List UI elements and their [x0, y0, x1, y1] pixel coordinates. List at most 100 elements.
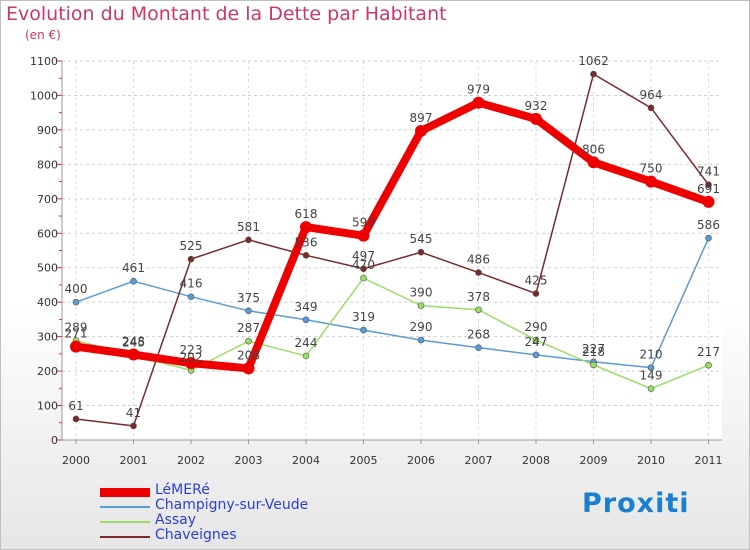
legend-swatch-champigny — [100, 506, 150, 508]
data-label-l-mer--2008: 932 — [525, 99, 548, 113]
x-tick-label-2009: 2009 — [580, 454, 608, 467]
point-chaveignes-2010 — [647, 104, 655, 112]
legend-item-lemere: LéMERé — [100, 482, 360, 499]
data-label-l-mer--2010: 750 — [640, 162, 663, 176]
data-label-assay-2003: 287 — [237, 321, 260, 335]
point-chaveignes-2007 — [475, 269, 482, 276]
point-assay-2009 — [590, 361, 597, 369]
point-assay-2008 — [532, 336, 540, 344]
data-label-l-mer--2003: 208 — [237, 348, 260, 362]
data-label-chaveignes-2001: 41 — [126, 406, 141, 420]
legend-label-assay: Assay — [155, 512, 197, 528]
data-label-champigny-sur-veude-2002: 416 — [180, 277, 203, 291]
chart-title: Evolution du Montant de la Dette par Hab… — [6, 3, 447, 25]
point-l-mer--2003 — [242, 362, 255, 375]
point-l-mer--2011 — [702, 195, 715, 208]
x-tick-label-2008: 2008 — [522, 454, 550, 467]
data-label-champigny-sur-veude-2007: 268 — [467, 328, 490, 342]
point-champigny-sur-veude-2008 — [532, 351, 540, 359]
data-label-champigny-sur-veude-2010: 210 — [640, 348, 663, 362]
data-label-assay-2009: 218 — [582, 345, 605, 359]
point-chaveignes-2001 — [130, 422, 137, 430]
series-line-assay — [75, 277, 710, 390]
x-tick-label-2005: 2005 — [350, 454, 378, 467]
data-label-champigny-sur-veude-2004: 349 — [295, 300, 318, 314]
logo-text: Proxiti — [582, 488, 690, 519]
data-label-l-mer--2005: 593 — [352, 216, 375, 230]
data-label-chaveignes-2008: 425 — [525, 274, 548, 288]
legend-item-chaveignes: Chaveignes — [100, 527, 360, 544]
x-tick-label-2010: 2010 — [637, 454, 665, 467]
data-label-champigny-sur-veude-2009: 227 — [582, 342, 605, 356]
data-label-champigny-sur-veude-2006: 290 — [410, 320, 433, 334]
legend-item-champigny: Champigny-sur-Veude — [100, 497, 360, 514]
data-label-l-mer--2002: 223 — [180, 343, 203, 357]
data-label-champigny-sur-veude-2008: 247 — [525, 335, 548, 349]
point-champigny-sur-veude-2007 — [475, 344, 482, 351]
data-label-l-mer--2000: 271 — [65, 327, 88, 341]
x-tick-label-2003: 2003 — [235, 454, 263, 467]
point-l-mer--2007 — [472, 96, 485, 109]
data-label-assay-2006: 390 — [410, 286, 433, 300]
point-l-mer--2000 — [70, 340, 82, 353]
y-tick-label-400: 400 — [37, 296, 58, 309]
legend-swatch-assay — [100, 521, 150, 523]
data-label-assay-2008: 290 — [525, 320, 548, 334]
data-label-l-mer--2009: 806 — [582, 142, 605, 156]
point-assay-2005 — [360, 274, 367, 282]
point-l-mer--2001 — [127, 348, 140, 361]
legend-label-lemere: LéMERé — [155, 482, 210, 498]
data-label-chaveignes-2004: 536 — [295, 235, 318, 249]
data-label-assay-2002: 202 — [180, 350, 203, 364]
data-label-l-mer--2007: 979 — [467, 83, 490, 97]
point-assay-2011 — [705, 361, 712, 369]
legend-swatch-lemere — [100, 488, 150, 497]
data-label-l-mer--2001: 248 — [122, 335, 145, 349]
data-label-l-mer--2011: 691 — [697, 182, 720, 196]
point-assay-2007 — [475, 306, 482, 314]
data-label-l-mer--2006: 897 — [410, 111, 433, 125]
y-tick-label-700: 700 — [37, 193, 58, 206]
data-label-assay-2010: 149 — [640, 369, 663, 383]
point-champigny-sur-veude-2011 — [705, 234, 712, 242]
series-line-l-mer- — [72, 98, 713, 373]
point-l-mer--2005 — [357, 229, 370, 242]
point-chaveignes-2009 — [590, 70, 597, 78]
y-tick-label-0: 0 — [51, 434, 58, 447]
legend-swatch-chaveignes — [100, 536, 150, 538]
y-tick-label-200: 200 — [37, 365, 58, 378]
data-label-champigny-sur-veude-2003: 375 — [237, 291, 260, 305]
y-tick-label-600: 600 — [37, 227, 58, 240]
data-label-chaveignes-2007: 486 — [467, 253, 490, 267]
point-champigny-sur-veude-2005 — [360, 326, 367, 334]
point-chaveignes-2002 — [187, 255, 195, 263]
point-chaveignes-2003 — [245, 236, 252, 244]
y-tick-label-800: 800 — [37, 158, 58, 171]
x-tick-label-2007: 2007 — [465, 454, 493, 467]
y-tick-label-900: 900 — [37, 124, 58, 137]
point-l-mer--2010 — [645, 175, 657, 188]
point-l-mer--2009 — [587, 156, 600, 169]
data-label-assay-2001: 245 — [122, 336, 145, 350]
point-chaveignes-2004 — [302, 252, 310, 259]
series-line-chaveignes — [75, 73, 710, 427]
point-champigny-sur-veude-2006 — [417, 336, 425, 344]
point-chaveignes-2006 — [417, 248, 425, 256]
data-label-chaveignes-2006: 545 — [410, 232, 433, 246]
x-tick-label-2001: 2001 — [120, 454, 148, 467]
point-l-mer--2002 — [185, 357, 197, 370]
point-assay-2006 — [417, 302, 425, 309]
y-tick-label-1000: 1000 — [30, 89, 58, 102]
point-chaveignes-2005 — [360, 265, 367, 273]
point-assay-2010 — [647, 385, 655, 392]
point-l-mer--2008 — [530, 112, 542, 125]
data-label-assay-2007: 378 — [467, 290, 490, 304]
data-label-champigny-sur-veude-2001: 461 — [122, 261, 145, 275]
legend-item-assay: Assay — [100, 512, 360, 529]
y-tick-label-500: 500 — [37, 262, 58, 275]
x-tick-label-2000: 2000 — [62, 454, 90, 467]
series-line-champigny-sur-veude — [75, 237, 710, 369]
x-tick-label-2002: 2002 — [177, 454, 205, 467]
data-label-chaveignes-2011: 741 — [697, 165, 720, 179]
